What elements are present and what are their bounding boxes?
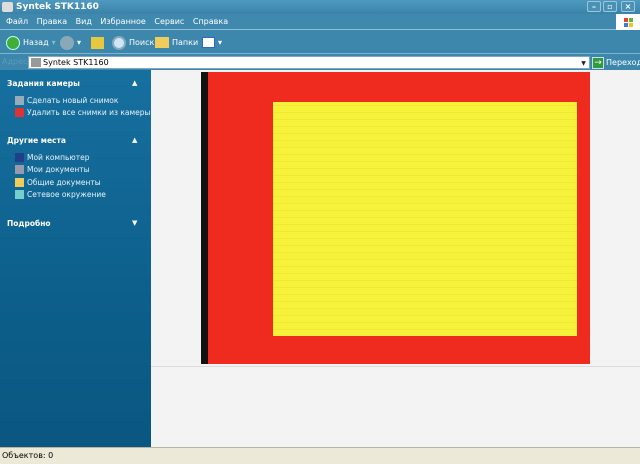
folders-button[interactable]: Папки bbox=[155, 35, 198, 50]
preview-yellow-region bbox=[273, 102, 577, 336]
menu-tools[interactable]: Сервис bbox=[154, 17, 185, 26]
folders-icon bbox=[155, 37, 169, 48]
camera-icon bbox=[2, 2, 13, 12]
forward-arrow-icon bbox=[60, 35, 74, 50]
take-photo-link[interactable]: Сделать новый снимок bbox=[15, 96, 118, 105]
folders-label: Папки bbox=[172, 38, 199, 47]
folder-up-icon bbox=[91, 36, 104, 49]
my-computer-link[interactable]: Мой компьютер bbox=[15, 153, 89, 162]
close-button[interactable]: × bbox=[621, 1, 635, 12]
minimize-button[interactable]: – bbox=[587, 1, 601, 12]
divider bbox=[151, 366, 640, 367]
status-bar: Объектов: 0 bbox=[0, 447, 640, 464]
views-button[interactable]: ▾ bbox=[202, 35, 222, 50]
address-bar: Адрес Syntek STK1160 ▼ → Переход bbox=[0, 55, 640, 70]
go-button[interactable]: → Переход bbox=[592, 56, 640, 69]
menu-help[interactable]: Справка bbox=[192, 17, 229, 26]
delete-icon bbox=[15, 108, 24, 117]
camera-preview-image bbox=[201, 72, 590, 364]
status-text: Объектов: 0 bbox=[2, 451, 54, 460]
go-arrow-icon: → bbox=[592, 56, 604, 69]
address-input[interactable]: Syntek STK1160 ▼ bbox=[28, 56, 590, 69]
other-places-header[interactable]: Другие места ▲ bbox=[7, 136, 138, 145]
menu-file[interactable]: Файл bbox=[6, 17, 29, 26]
views-icon bbox=[202, 37, 215, 48]
window-title: Syntek STK1160 bbox=[16, 2, 99, 12]
search-label: Поиск bbox=[129, 38, 155, 47]
address-value: Syntek STK1160 bbox=[43, 58, 109, 67]
address-label: Адрес bbox=[2, 57, 28, 66]
task-pane: Задания камеры ▲ Сделать новый снимок Уда… bbox=[0, 70, 151, 447]
shared-documents-link[interactable]: Общие документы bbox=[15, 178, 101, 187]
up-folder-button[interactable] bbox=[91, 35, 104, 50]
documents-icon bbox=[15, 165, 24, 174]
forward-button[interactable]: ▾ bbox=[60, 35, 81, 50]
chevron-down-icon[interactable]: ▼ bbox=[581, 60, 586, 67]
details-header[interactable]: Подробно ▼ bbox=[7, 219, 138, 228]
back-button[interactable]: Назад ▾ bbox=[6, 35, 56, 50]
menu-view[interactable]: Вид bbox=[75, 17, 92, 26]
menu-favorites[interactable]: Избранное bbox=[100, 17, 146, 26]
network-icon bbox=[15, 190, 24, 199]
menu-edit[interactable]: Правка bbox=[36, 17, 68, 26]
chevron-down-icon[interactable]: ▼ bbox=[132, 219, 138, 227]
back-arrow-icon bbox=[6, 35, 20, 50]
camera-icon bbox=[15, 96, 24, 105]
my-documents-link[interactable]: Мои документы bbox=[15, 165, 90, 174]
back-label: Назад bbox=[23, 38, 49, 47]
title-bar: Syntek STK1160 – ▫ × bbox=[0, 0, 640, 14]
network-link[interactable]: Сетевое окружение bbox=[15, 190, 106, 199]
delete-photos-link[interactable]: Удалить все снимки из камеры bbox=[15, 108, 150, 117]
go-label: Переход bbox=[606, 58, 640, 67]
chevron-up-icon[interactable]: ▲ bbox=[132, 136, 138, 144]
windows-logo-icon bbox=[616, 14, 640, 30]
search-icon bbox=[112, 35, 126, 50]
folder-icon bbox=[15, 178, 24, 187]
camera-icon bbox=[31, 58, 41, 67]
toolbar: Назад ▾ ▾ Поиск Папки ▾ bbox=[0, 31, 640, 54]
maximize-button[interactable]: ▫ bbox=[603, 1, 617, 12]
computer-icon bbox=[15, 153, 24, 162]
camera-tasks-header[interactable]: Задания камеры ▲ bbox=[7, 79, 138, 88]
preview-black-strip bbox=[201, 72, 208, 364]
search-button[interactable]: Поиск bbox=[112, 35, 154, 50]
content-area bbox=[151, 70, 640, 447]
menu-bar: Файл Правка Вид Избранное Сервис Справка bbox=[0, 14, 640, 30]
chevron-up-icon[interactable]: ▲ bbox=[132, 79, 138, 87]
